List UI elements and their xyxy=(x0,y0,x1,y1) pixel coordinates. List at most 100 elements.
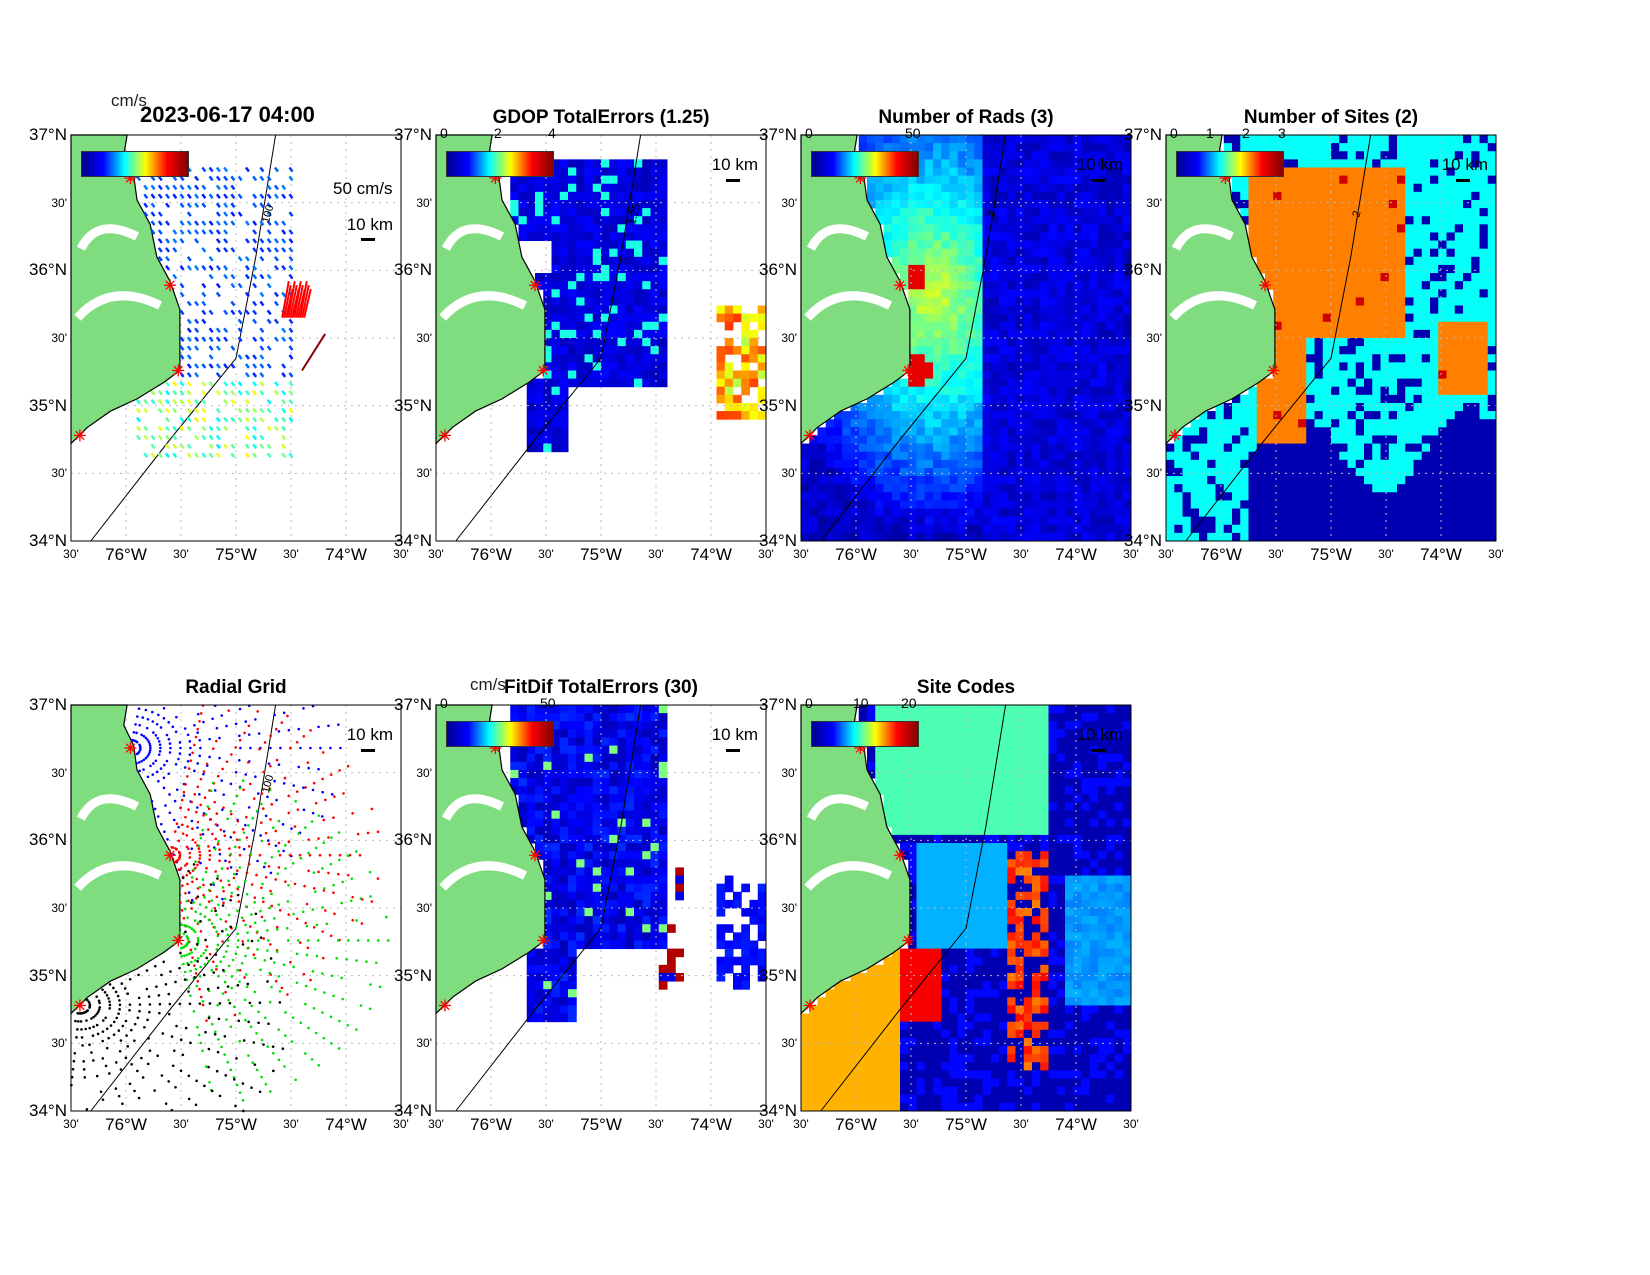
grid-cell xyxy=(1413,435,1423,445)
grid-cell xyxy=(974,240,983,250)
grid-cell xyxy=(1306,459,1315,469)
radial-grid-point xyxy=(282,849,285,853)
grid-cell xyxy=(1007,354,1016,363)
grid-cell xyxy=(535,378,544,388)
grid-cell xyxy=(1454,508,1464,518)
grid-cell xyxy=(900,135,909,144)
grid-cell xyxy=(1479,216,1489,225)
radial-grid-point xyxy=(232,876,236,880)
grid-cell xyxy=(1306,467,1315,477)
grid-cell xyxy=(601,224,610,233)
grid-cell xyxy=(1081,516,1091,526)
current-vector xyxy=(208,363,214,369)
grid-cell xyxy=(982,329,992,339)
grid-cell xyxy=(1089,346,1099,355)
current-vector xyxy=(165,407,171,414)
grid-cell xyxy=(1256,224,1266,233)
radial-grid-point xyxy=(178,752,182,755)
grid-cell xyxy=(1122,297,1132,306)
grid-cell xyxy=(949,143,959,152)
grid-cell xyxy=(1372,240,1381,250)
grid-cell xyxy=(757,346,767,355)
grid-cell xyxy=(1023,427,1033,436)
grid-cell xyxy=(1256,508,1266,518)
current-vector xyxy=(252,247,258,253)
grid-cell xyxy=(568,175,577,185)
grid-cell xyxy=(733,411,742,420)
grid-cell xyxy=(1065,167,1074,177)
grid-cell xyxy=(1289,500,1299,509)
grid-cell xyxy=(1114,183,1124,193)
grid-cell xyxy=(1446,386,1456,396)
grid-cell xyxy=(999,273,1008,282)
grid-cell xyxy=(1322,378,1332,388)
radial-grid-point xyxy=(295,790,299,793)
grid-cell xyxy=(1331,167,1340,177)
grid-cell xyxy=(825,459,835,469)
grid-cell xyxy=(1007,191,1016,201)
grid-cell xyxy=(990,492,1000,501)
grid-cell xyxy=(1040,435,1049,445)
grid-cell xyxy=(609,216,618,225)
grid-cell xyxy=(949,411,959,420)
radial-grid-point xyxy=(222,806,225,809)
grid-cell xyxy=(1322,500,1332,509)
grid-cell xyxy=(875,183,884,193)
radial-grid-point xyxy=(208,853,212,857)
grid-cell xyxy=(817,459,827,469)
lon-tick-label: 30' xyxy=(63,547,79,561)
grid-cell xyxy=(1056,297,1066,306)
grid-cell xyxy=(1040,297,1049,306)
grid-cell xyxy=(1388,459,1398,469)
grid-cell xyxy=(891,175,901,185)
current-vector xyxy=(244,220,250,226)
grid-cell xyxy=(801,451,810,461)
grid-cell xyxy=(1454,378,1464,388)
grid-cell xyxy=(1098,135,1107,144)
grid-cell xyxy=(1438,524,1447,534)
grid-cell xyxy=(1065,143,1074,152)
current-vector xyxy=(215,327,221,334)
grid-cell xyxy=(1471,451,1480,461)
grid-cell xyxy=(1355,143,1365,152)
grid-cell xyxy=(949,492,959,501)
grid-cell xyxy=(1446,492,1456,501)
grid-cell xyxy=(1289,362,1299,371)
grid-cell xyxy=(1347,467,1357,477)
current-vector xyxy=(208,193,214,200)
grid-cell xyxy=(1273,313,1282,323)
grid-cell xyxy=(1081,492,1091,501)
grid-cell xyxy=(924,224,934,233)
grid-cell xyxy=(642,305,651,315)
grid-cell xyxy=(891,135,901,144)
radial-grid-point xyxy=(229,812,233,816)
grid-cell xyxy=(966,135,975,144)
grid-cell xyxy=(1372,329,1381,339)
grid-cell xyxy=(1446,305,1456,315)
grid-cell xyxy=(1190,459,1200,469)
grid-cell xyxy=(601,370,610,380)
grid-cell xyxy=(658,256,668,266)
grid-cell xyxy=(1463,524,1472,534)
radial-grid-point xyxy=(223,834,227,837)
current-vector xyxy=(215,390,221,396)
radial-grid-point xyxy=(269,871,273,875)
grid-cell xyxy=(941,451,950,461)
grid-cell xyxy=(949,216,959,225)
grid-cell xyxy=(634,321,643,331)
grid-cell xyxy=(908,346,917,355)
grid-cell xyxy=(576,199,585,209)
radial-grid-point xyxy=(258,747,261,751)
grid-cell xyxy=(1446,143,1456,152)
current-vector xyxy=(165,452,171,459)
grid-cell xyxy=(1347,402,1357,412)
grid-cell xyxy=(908,321,917,331)
grid-cell xyxy=(1314,516,1324,526)
grid-cell xyxy=(576,216,585,225)
grid-cell xyxy=(543,175,552,185)
grid-cell xyxy=(1081,167,1091,177)
grid-cell xyxy=(1273,208,1282,217)
grid-cell xyxy=(1314,427,1324,436)
grid-cell xyxy=(1454,500,1464,509)
current-vector xyxy=(266,282,272,289)
